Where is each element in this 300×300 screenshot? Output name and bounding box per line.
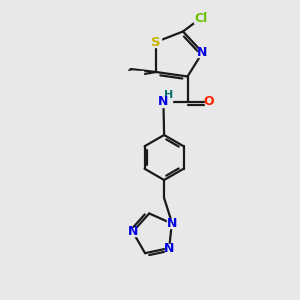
Text: N: N (128, 225, 138, 238)
Bar (125, 71, 143, 79)
Text: N: N (167, 217, 177, 230)
Text: O: O (204, 95, 214, 109)
Bar (128, 228, 137, 236)
Bar (205, 98, 214, 106)
Bar (165, 244, 174, 252)
Bar (151, 37, 161, 47)
Bar (157, 98, 172, 106)
Bar (198, 48, 207, 57)
Text: Cl: Cl (194, 11, 208, 25)
Text: H: H (164, 90, 173, 100)
Bar (194, 14, 208, 22)
Bar (167, 219, 176, 228)
Text: N: N (158, 95, 169, 109)
Text: N: N (197, 46, 208, 59)
Text: S: S (151, 35, 161, 49)
Text: N: N (164, 242, 174, 255)
